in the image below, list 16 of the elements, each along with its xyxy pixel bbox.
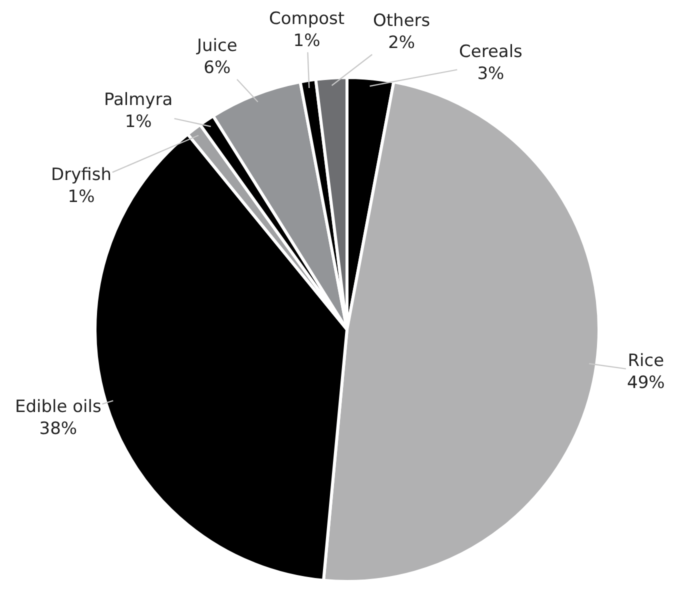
slice-label: Palmyra (104, 90, 173, 110)
slice-label: Cereals (459, 42, 523, 62)
data-label: 3% (477, 64, 504, 84)
data-label: 2% (388, 33, 416, 54)
data-label: 1% (124, 112, 152, 132)
slice-label: Rice (628, 351, 664, 371)
data-label: 1% (68, 187, 95, 208)
slice-label: Dryfish (51, 165, 112, 185)
slice-label: Compost (269, 9, 345, 29)
data-label: 38% (39, 419, 78, 440)
slice-label: Others (373, 11, 430, 31)
data-label: 1% (293, 31, 320, 52)
slice-label: Edible oils (15, 397, 102, 417)
data-label: 49% (627, 373, 665, 394)
data-label: 6% (204, 58, 231, 78)
slice-label: Juice (196, 36, 238, 56)
